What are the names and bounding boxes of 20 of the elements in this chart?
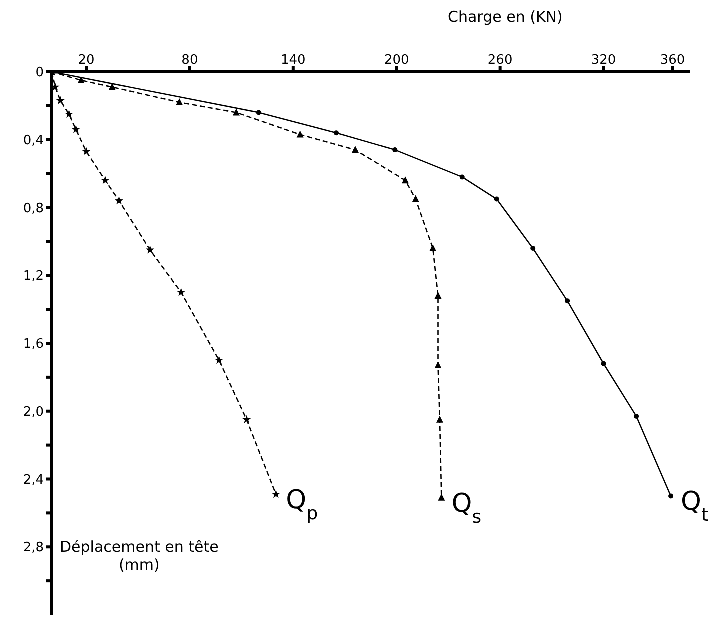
x-tick-label: 20 (78, 53, 95, 68)
x-tick-label: 200 (384, 53, 410, 68)
series-label: Q$_{s}$ (452, 488, 482, 528)
series-label: Q$_{p}$ (286, 486, 318, 524)
y-tick-label: 0,8 (23, 201, 44, 216)
y-tick-label: 1,2 (23, 269, 44, 284)
x-tick-label: 140 (280, 53, 306, 68)
y-tick-label: 0,4 (23, 133, 44, 148)
x-tick-label: 360 (660, 53, 686, 68)
x-tick-label: 260 (488, 53, 513, 68)
y-tick-label: 0 (36, 66, 44, 81)
x-tick-label: 320 (591, 53, 616, 68)
y-tick-label: 2,0 (23, 404, 44, 420)
y-tick-label: 2,4 (23, 472, 44, 488)
series-label: Q$_{t}$ (681, 487, 709, 526)
y-axis-title: Déplacement en tête (mm) (60, 538, 219, 574)
y-tick-label: 2,8 (23, 540, 44, 556)
x-tick-label: 80 (182, 53, 198, 68)
x-axis-title: Charge en (KN) (448, 8, 563, 26)
y-tick-label: 1,6 (23, 337, 44, 352)
